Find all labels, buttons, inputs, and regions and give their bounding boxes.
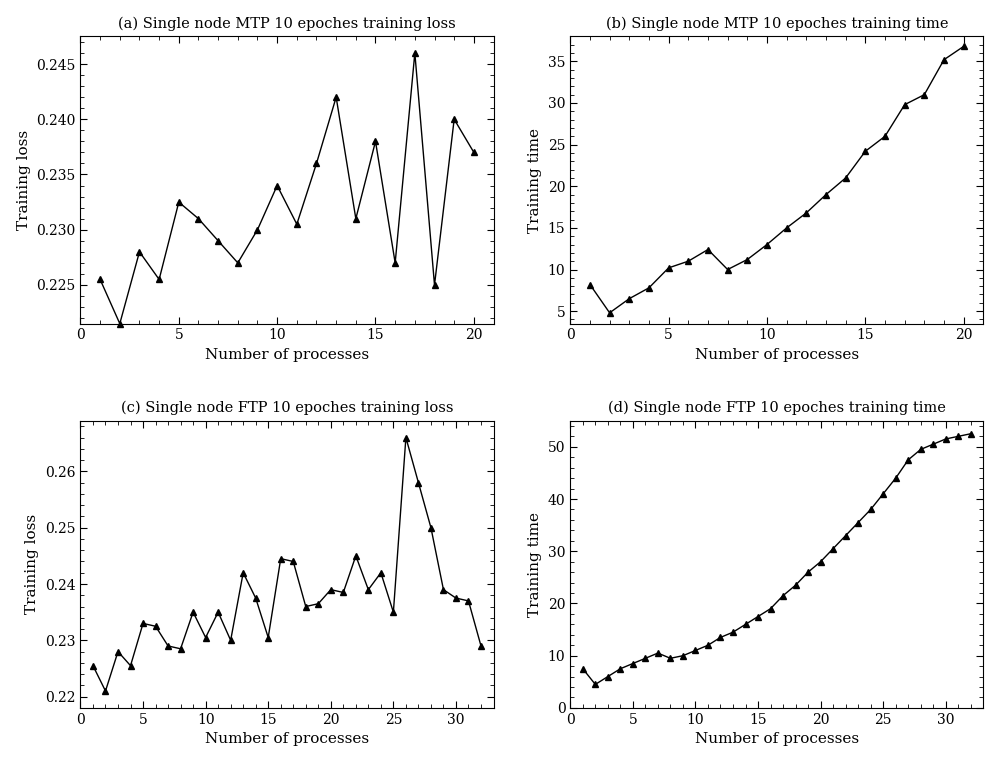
X-axis label: Number of processes: Number of processes: [205, 732, 369, 746]
Title: (b) Single node MTP 10 epoches training time: (b) Single node MTP 10 epoches training …: [606, 17, 948, 31]
Y-axis label: Training time: Training time: [528, 512, 542, 617]
Y-axis label: Training time: Training time: [528, 127, 542, 233]
Title: (a) Single node MTP 10 epoches training loss: (a) Single node MTP 10 epoches training …: [118, 17, 456, 31]
Title: (c) Single node FTP 10 epoches training loss: (c) Single node FTP 10 epoches training …: [121, 401, 453, 415]
X-axis label: Number of processes: Number of processes: [205, 348, 369, 362]
X-axis label: Number of processes: Number of processes: [695, 732, 859, 746]
Y-axis label: Training loss: Training loss: [25, 514, 39, 614]
X-axis label: Number of processes: Number of processes: [695, 348, 859, 362]
Title: (d) Single node FTP 10 epoches training time: (d) Single node FTP 10 epoches training …: [608, 401, 946, 415]
Y-axis label: Training loss: Training loss: [17, 130, 31, 230]
